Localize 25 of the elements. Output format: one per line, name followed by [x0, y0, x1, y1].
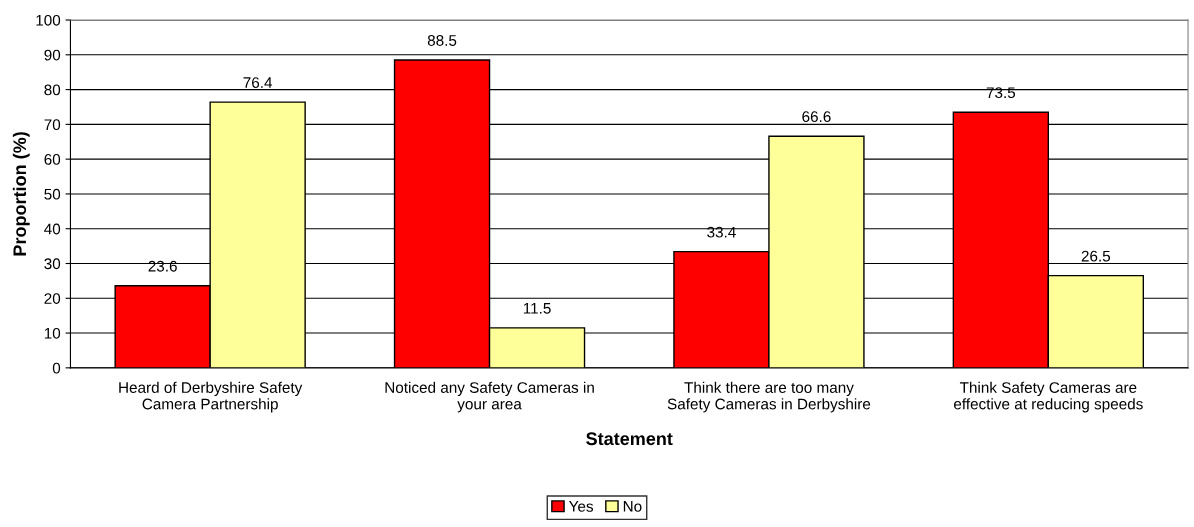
- y-tick-label: 10: [44, 327, 61, 339]
- y-tick-label: 0: [52, 362, 61, 374]
- legend-label: Yes: [569, 501, 594, 512]
- y-tick-label: 30: [44, 258, 61, 270]
- y-tick-label: 50: [44, 188, 61, 200]
- y-tick-label: 60: [44, 154, 61, 165]
- y-tick-label: 40: [44, 223, 61, 235]
- data-label: 76.4: [243, 77, 273, 88]
- x-tick-label: Think there are too many Safety Cameras in Derbyshire: [667, 381, 871, 413]
- y-axis-title: Proportion (%): [12, 132, 30, 256]
- y-tick-label: 80: [44, 84, 61, 96]
- x-tick-label: Noticed any Safety Cameras in your area: [385, 381, 594, 413]
- x-tick-label: Heard of Derbyshire Safety Camera Partnership: [119, 381, 303, 413]
- x-tick-label: Think Safety Cameras are effective at reducing speeds: [954, 381, 1143, 413]
- x-axis-title: Statement: [586, 432, 673, 446]
- y-tick-label: 100: [36, 14, 61, 26]
- data-label: 33.4: [707, 226, 736, 238]
- y-tick-label: 20: [44, 293, 61, 304]
- data-label: 11.5: [523, 303, 551, 314]
- y-tick-label: 90: [44, 49, 61, 61]
- data-label: 88.5: [427, 35, 457, 46]
- data-label: 66.6: [802, 111, 831, 123]
- legend-label: No: [623, 501, 642, 512]
- data-label: 26.5: [1081, 250, 1111, 262]
- y-tick-label: 70: [44, 119, 61, 131]
